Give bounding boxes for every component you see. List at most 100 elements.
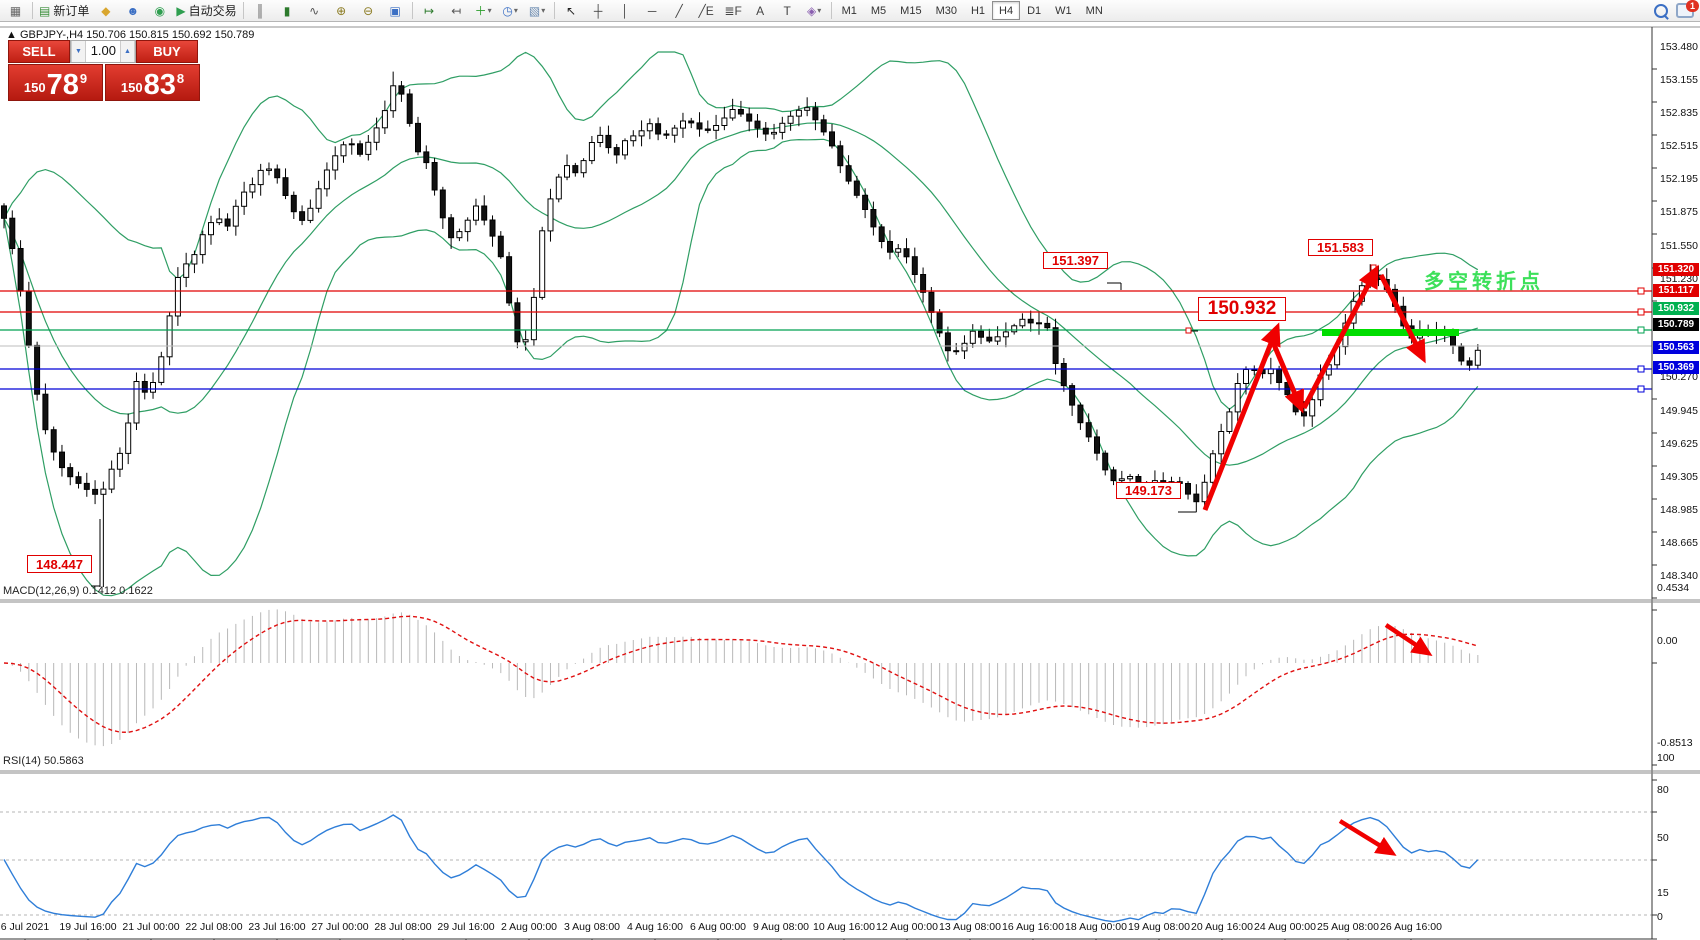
timeframe-button-w1[interactable]: W1 xyxy=(1055,4,1072,17)
candlestick-icon[interactable]: ▮ xyxy=(274,0,301,21)
notification-count-badge: 1 xyxy=(1685,0,1699,12)
price-tick-label: 149.945 xyxy=(1660,405,1698,417)
trendline-icon[interactable]: ╱ xyxy=(666,0,693,21)
autoscroll-icon: ↦ xyxy=(424,3,435,18)
rsi-line xyxy=(3,814,1479,923)
ohlc-readout: ▲ GBPJPY-,H4 150.706 150.815 150.692 150… xyxy=(6,29,254,41)
time-axis-label: 16 Aug 16:00 xyxy=(1002,921,1064,933)
trend-arrow[interactable] xyxy=(1202,322,1281,511)
timeframe-button-m30[interactable]: M30 xyxy=(935,4,957,17)
fibonacci-icon[interactable]: ≣F xyxy=(720,0,747,21)
price-badge-151.320: 151.320 xyxy=(1653,262,1699,276)
indicators-icon: ＋ xyxy=(474,4,487,18)
timeframe-button-mn[interactable]: MN xyxy=(1085,4,1103,17)
time-axis-label: 10 Aug 16:00 xyxy=(813,921,875,933)
trend-arrow[interactable] xyxy=(1269,339,1304,414)
price-callout-149.173[interactable]: 149.173 xyxy=(1116,482,1181,499)
sell-price-big: 78 xyxy=(46,69,79,101)
volume-up-icon[interactable]: ▲ xyxy=(120,41,135,62)
timeframe-button-h4[interactable]: H4 xyxy=(992,1,1021,20)
sell-button[interactable]: SELL xyxy=(8,40,70,63)
chart-canvas[interactable] xyxy=(0,22,1700,940)
time-axis-label: 12 Aug 00:00 xyxy=(876,921,938,933)
rsi-down-arrow[interactable] xyxy=(1338,819,1397,856)
time-axis-label: 19 Jul 16:00 xyxy=(59,921,117,933)
chart-window-icon: ▦ xyxy=(9,3,22,18)
time-axis-label: 21 Jul 00:00 xyxy=(122,921,180,933)
signals-icon[interactable]: ◉ xyxy=(146,0,173,21)
price-tick-label: 149.625 xyxy=(1660,438,1698,450)
periods-icon[interactable]: ◷ ▾ xyxy=(497,0,524,21)
price-badge-150.563: 150.563 xyxy=(1653,340,1699,354)
metaeditor-icon[interactable]: ◆ xyxy=(92,0,119,21)
time-axis-label: 23 Jul 16:00 xyxy=(248,921,306,933)
label-icon[interactable]: T xyxy=(774,0,801,21)
text-icon[interactable]: A xyxy=(747,0,774,21)
timeframe-button-m15[interactable]: M15 xyxy=(900,4,922,17)
shapes-icon: ◈ xyxy=(806,3,817,18)
time-axis-label: 9 Aug 08:00 xyxy=(752,921,810,933)
macd-axis-label: 0.4534 xyxy=(1657,582,1690,594)
templates-icon[interactable]: ▧ ▾ xyxy=(524,0,551,21)
anchor-square xyxy=(1370,264,1377,271)
trend-arrow[interactable] xyxy=(1378,273,1426,364)
anchor-square xyxy=(1185,327,1192,334)
price-callout-148.447[interactable]: 148.447 xyxy=(27,555,92,573)
horizontal-line-icon[interactable]: ─ xyxy=(639,0,666,21)
time-axis-label: 3 Aug 08:00 xyxy=(563,921,621,933)
bull-bear-turning-point-annotation[interactable]: 多空转折点 xyxy=(1424,271,1544,293)
vertical-line-icon: │ xyxy=(621,3,629,18)
green-highlight-bar[interactable] xyxy=(1322,329,1459,336)
sell-price-box[interactable]: 150 78 9 xyxy=(8,64,103,101)
notifications-icon[interactable]: 1 xyxy=(1676,0,1699,18)
price-badge-151.117: 151.117 xyxy=(1653,283,1699,297)
macd-signal-line xyxy=(3,615,1478,734)
volume-down-icon[interactable]: ▼ xyxy=(71,41,86,62)
signals-icon: ◉ xyxy=(154,3,166,18)
autotrade-icon[interactable]: ▶ 自动交易 xyxy=(173,0,239,21)
indicators-icon[interactable]: ＋ ▾ xyxy=(470,0,497,21)
buy-price-box[interactable]: 150 83 8 xyxy=(105,64,200,101)
level-line-handle xyxy=(1637,365,1645,373)
timeframe-button-h1[interactable]: H1 xyxy=(970,4,986,17)
timeframe-button-d1[interactable]: D1 xyxy=(1027,4,1042,17)
macd-down-arrow[interactable] xyxy=(1384,623,1433,656)
rsi-axis-label: 80 xyxy=(1657,784,1669,796)
volume-value[interactable]: 1.00 xyxy=(90,43,116,58)
line-chart-icon[interactable]: ∿ xyxy=(301,0,328,21)
price-tick-label: 153.480 xyxy=(1660,41,1698,53)
vertical-line-icon[interactable]: │ xyxy=(612,0,639,21)
time-axis-label: 2 Aug 00:00 xyxy=(500,921,558,933)
tile-windows-icon[interactable]: ▣ xyxy=(382,0,409,21)
timeframe-button-m5[interactable]: M5 xyxy=(870,4,887,17)
search-icon[interactable] xyxy=(1654,3,1668,18)
chart-window-icon[interactable]: ▦ xyxy=(2,0,29,21)
time-axis-label: 24 Aug 00:00 xyxy=(1254,921,1316,933)
buy-button[interactable]: BUY xyxy=(136,40,198,63)
trend-arrow[interactable] xyxy=(1301,264,1379,410)
time-axis-label: 22 Jul 08:00 xyxy=(185,921,243,933)
channel-icon[interactable]: ╱E xyxy=(693,0,720,21)
rsi-axis-label: 15 xyxy=(1657,887,1669,899)
chart-window[interactable]: ▲ GBPJPY-,H4 150.706 150.815 150.692 150… xyxy=(0,22,1700,940)
new-order-icon[interactable]: ▤ 新订单 xyxy=(36,0,92,21)
shapes-icon[interactable]: ◈ ▾ xyxy=(801,0,828,21)
price-callout-151.397[interactable]: 151.397 xyxy=(1043,252,1108,269)
zoom-out-icon[interactable]: ⊖ xyxy=(355,0,382,21)
metaeditor-icon: ◆ xyxy=(101,3,111,18)
chart-shift-icon[interactable]: ↤ xyxy=(443,0,470,21)
autoscroll-icon[interactable]: ↦ xyxy=(416,0,443,21)
volume-stepper[interactable]: ▼ 1.00 ▲ xyxy=(70,40,136,63)
profiles-icon[interactable]: ☻ xyxy=(119,0,146,21)
bar-chart-icon[interactable]: ║ xyxy=(247,0,274,21)
zoom-in-icon[interactable]: ⊕ xyxy=(328,0,355,21)
price-tick-label: 148.340 xyxy=(1660,570,1698,582)
candlesticks[interactable] xyxy=(1,71,1481,587)
timeframe-button-m1[interactable]: M1 xyxy=(841,4,857,17)
crosshair-icon[interactable]: ┼ xyxy=(585,0,612,21)
price-callout-151.583[interactable]: 151.583 xyxy=(1308,239,1373,256)
cursor-icon[interactable]: ↖ xyxy=(558,0,585,21)
horizontal-line-icon: ─ xyxy=(647,3,657,18)
price-tick-label: 152.835 xyxy=(1660,107,1698,119)
price-callout-150.932[interactable]: 150.932 xyxy=(1198,297,1286,321)
